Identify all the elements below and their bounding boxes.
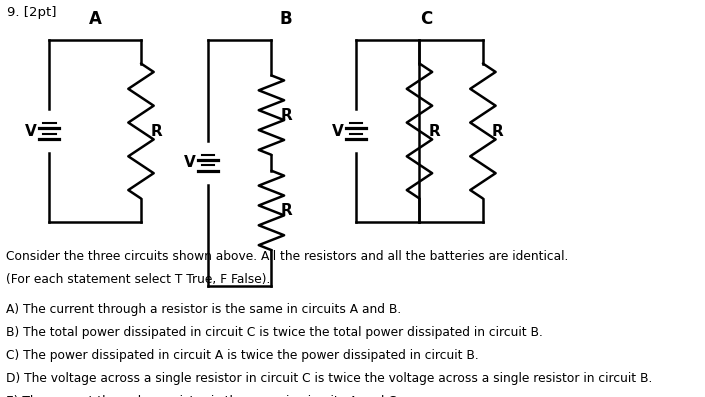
Text: 9. [2pt]: 9. [2pt] bbox=[7, 6, 56, 19]
Text: C) The power dissipated in circuit A is twice the power dissipated in circuit B.: C) The power dissipated in circuit A is … bbox=[6, 349, 479, 362]
Text: R: R bbox=[281, 203, 293, 218]
Text: V: V bbox=[25, 123, 37, 139]
Text: R: R bbox=[150, 123, 162, 139]
Text: B) The total power dissipated in circuit C is twice the total power dissipated i: B) The total power dissipated in circuit… bbox=[6, 326, 543, 339]
Text: R: R bbox=[281, 108, 293, 123]
Text: R: R bbox=[492, 123, 504, 139]
Text: E) The current through a resistor is the same in circuits A and C.: E) The current through a resistor is the… bbox=[6, 395, 400, 397]
Text: Consider the three circuits shown above. All the resistors and all the batteries: Consider the three circuits shown above.… bbox=[6, 250, 568, 263]
Text: V: V bbox=[331, 123, 343, 139]
Text: R: R bbox=[429, 123, 441, 139]
Text: (For each statement select T True, F False).: (For each statement select T True, F Fal… bbox=[6, 273, 270, 286]
Text: C: C bbox=[420, 10, 433, 28]
Text: D) The voltage across a single resistor in circuit C is twice the voltage across: D) The voltage across a single resistor … bbox=[6, 372, 652, 385]
Text: A) The current through a resistor is the same in circuits A and B.: A) The current through a resistor is the… bbox=[6, 303, 401, 316]
Text: B: B bbox=[279, 10, 292, 28]
Text: V: V bbox=[183, 155, 195, 170]
Text: A: A bbox=[89, 10, 102, 28]
